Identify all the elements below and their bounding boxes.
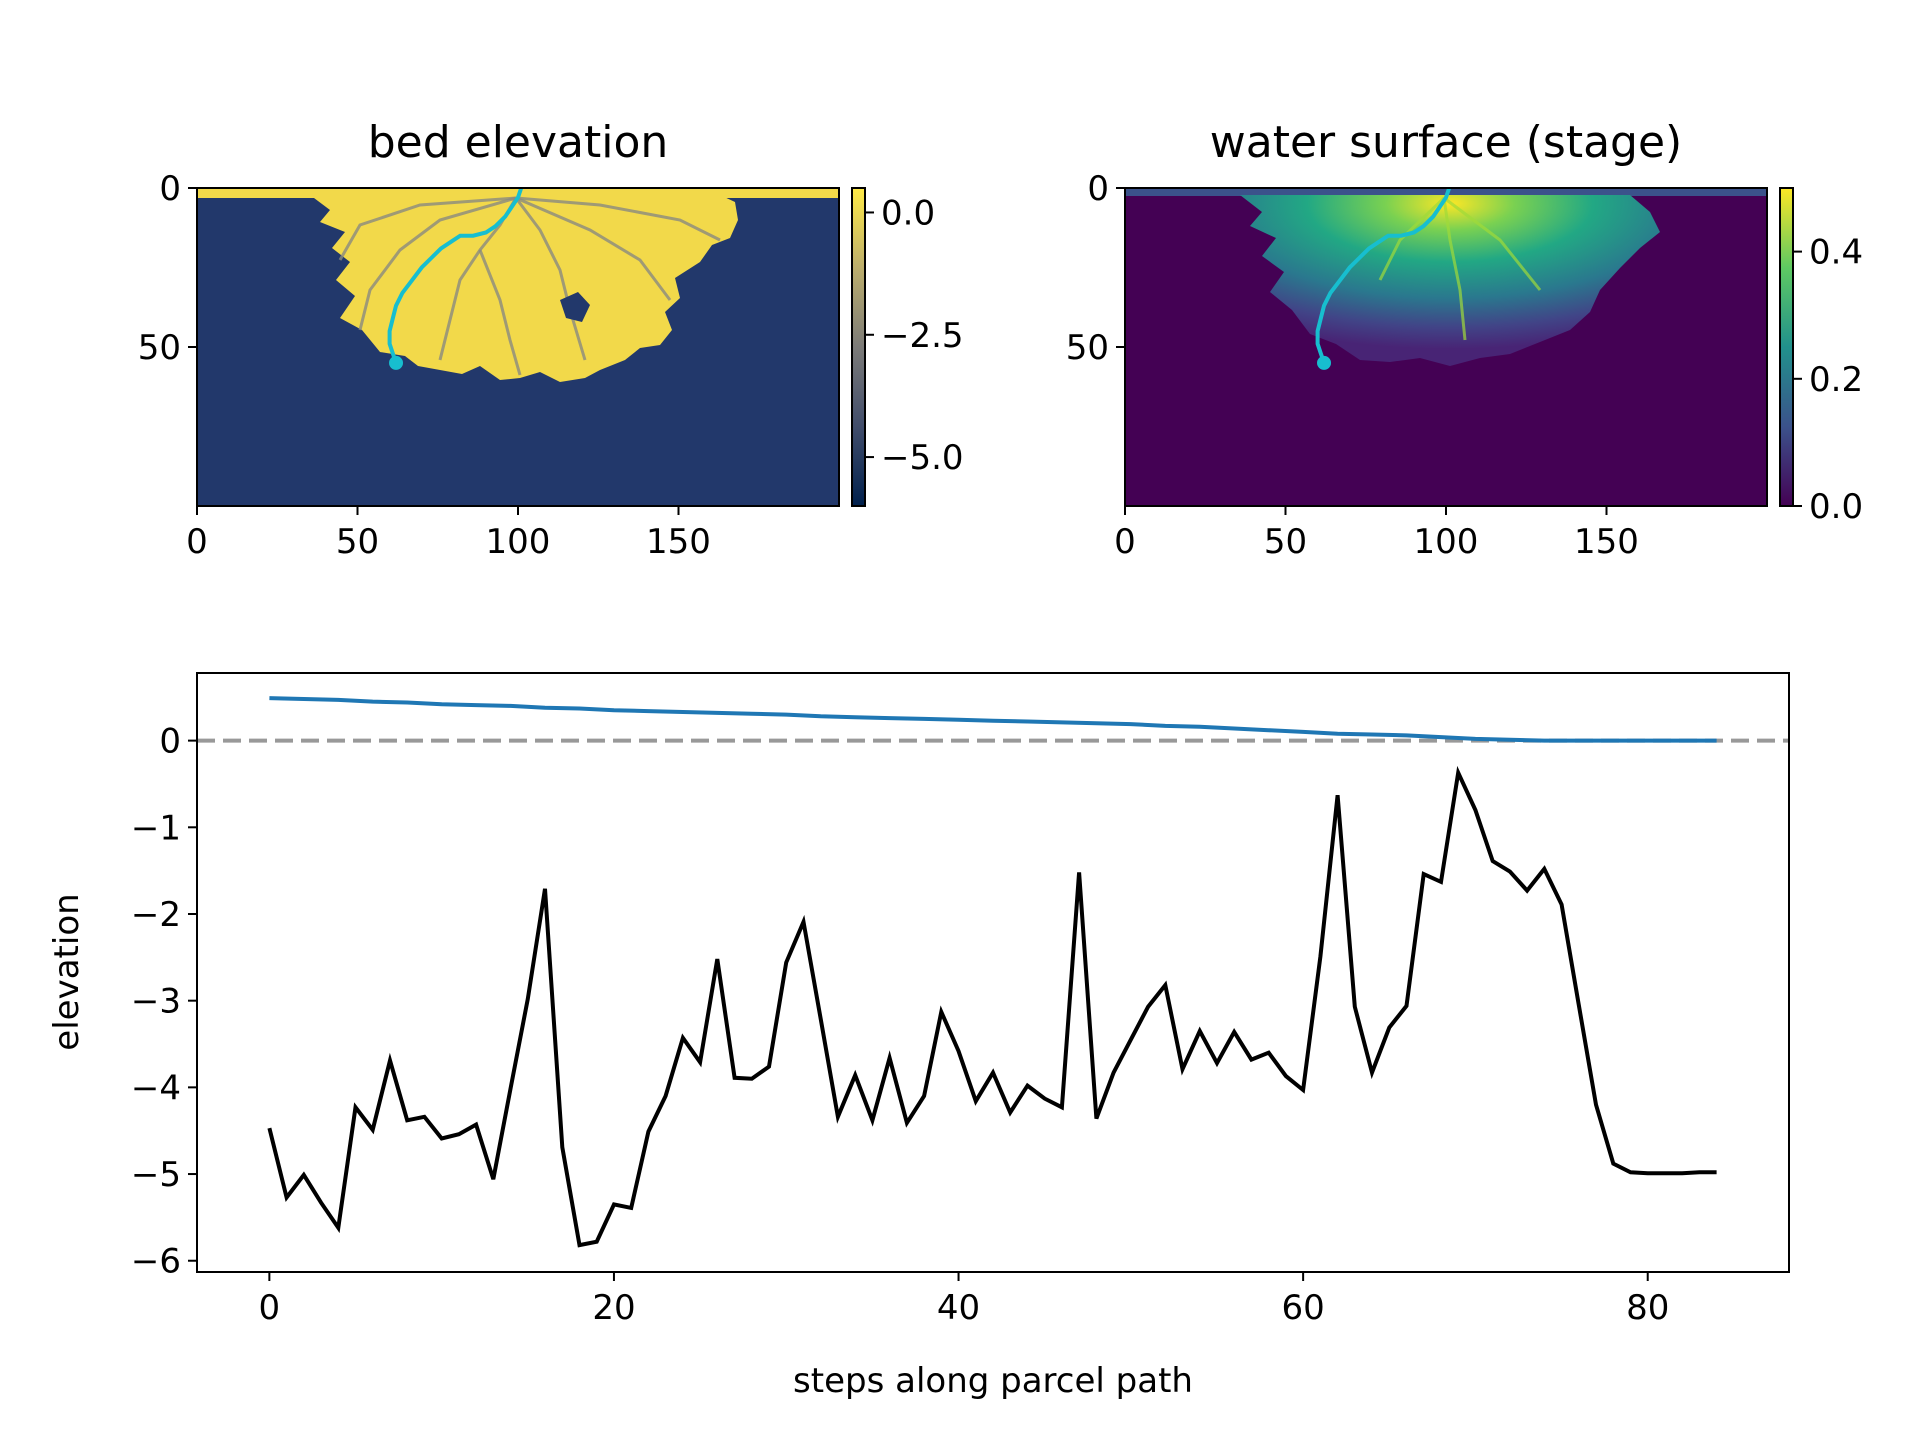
bed-colorbar-tick-label: −5.0: [881, 438, 964, 478]
parcel-path-end-marker: [389, 355, 404, 370]
profile-y-tick-label: −3: [131, 982, 181, 1022]
profile-x-tick-label: 60: [1281, 1288, 1324, 1328]
y-axis-label: elevation: [47, 893, 87, 1050]
bed-colorbar-tick-label: −2.5: [881, 316, 964, 356]
stage-y-tick-label: 50: [1066, 328, 1109, 368]
stage-x-tick-label: 150: [1574, 522, 1639, 562]
bed-elevation-colorbar: 0.0 −2.5 −5.0: [851, 187, 964, 507]
profile-x-tick-label: 20: [592, 1288, 635, 1328]
stage-channels: [1378, 196, 1542, 341]
delta-deposit: [310, 195, 738, 382]
water-surface-map: [1125, 188, 1767, 506]
bed-elevation-map: [197, 188, 839, 506]
bed-series-line: [267, 765, 1717, 1248]
stage-series-line: [269, 696, 1717, 743]
profile-y-tick-label: −5: [131, 1155, 181, 1195]
x-axis-label: steps along parcel path: [793, 1361, 1193, 1401]
profile-y-tick-label: −4: [131, 1068, 181, 1108]
parcel-path-end-marker: [1317, 355, 1332, 370]
bed-elevation-title: bed elevation: [368, 117, 669, 168]
bed-x-tick-label: 100: [486, 522, 551, 562]
stage-x-tick-label: 0: [1114, 522, 1136, 562]
elevation-profile-panel: 0 20 40 60 80 0 −1 −2 −3 −4 −5 −6 steps along parce…: [47, 672, 1790, 1401]
profile-x-tick-label: 40: [937, 1288, 980, 1328]
profile-y-tick-label: 0: [159, 722, 181, 762]
stage-y-tick-label: 0: [1087, 169, 1109, 209]
bed-y-tick-label: 0: [159, 169, 181, 209]
stage-x-tick-label: 50: [1264, 522, 1307, 562]
profile-frame: [196, 672, 1790, 1273]
bed-x-tick-label: 50: [336, 522, 379, 562]
profile-y-tick-label: −6: [131, 1242, 181, 1282]
stage-colorbar-tick-label: 0.4: [1809, 233, 1863, 273]
bed-colorbar-tick-label: 0.0: [881, 193, 935, 233]
interior-lake: [560, 292, 590, 322]
profile-axes: 0 20 40 60 80 0 −1 −2 −3 −4 −5 −6: [131, 722, 1669, 1328]
parcel-path: [1315, 188, 1452, 364]
bed-elevation-colorbar-ticks: 0.0 −2.5 −5.0: [865, 193, 964, 478]
water-surface-title: water surface (stage): [1210, 117, 1682, 168]
bed-elevation-panel: bed elevation 0 50 100 150 0 50 0.0 −2.5 −5.0: [138, 117, 964, 562]
profile-x-tick-label: 0: [259, 1288, 281, 1328]
water-surface-colorbar: 0.0 0.2 0.4: [1779, 187, 1863, 527]
profile-x-tick-label: 80: [1626, 1288, 1669, 1328]
bed-x-tick-label: 0: [186, 522, 208, 562]
bed-elevation-axes: 0 50 100 150 0 50: [138, 169, 711, 562]
water-surface-colorbar-gradient: [1779, 187, 1794, 507]
bed-elevation-colorbar-gradient: [851, 187, 866, 507]
water-surface-colorbar-ticks: 0.0 0.2 0.4: [1793, 233, 1863, 527]
stage-x-tick-label: 100: [1414, 522, 1479, 562]
parcel-path: [387, 188, 524, 364]
profile-y-tick-label: −2: [131, 895, 181, 935]
wetted-area: [1240, 195, 1660, 366]
profile-y-tick-label: −1: [131, 808, 181, 848]
water-surface-axes: 0 50 100 150 0 50: [1066, 169, 1639, 562]
bed-x-tick-label: 150: [646, 522, 711, 562]
bed-y-tick-label: 50: [138, 328, 181, 368]
stage-colorbar-tick-label: 0.0: [1809, 487, 1863, 527]
stage-colorbar-tick-label: 0.2: [1809, 360, 1863, 400]
